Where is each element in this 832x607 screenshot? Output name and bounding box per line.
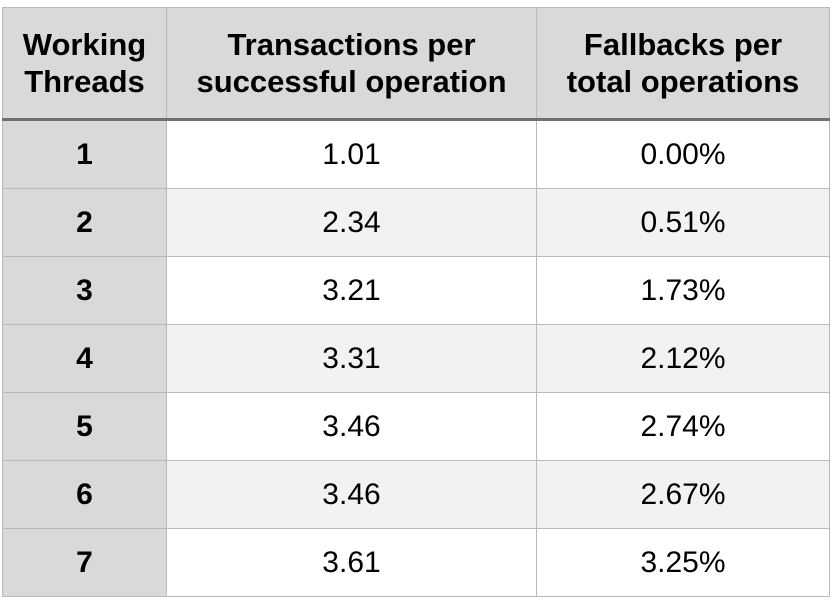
table-row: 5 3.46 2.74% — [2, 392, 830, 461]
column-header-working-threads: Working Threads — [2, 7, 167, 121]
table-row: 1 1.01 0.00% — [2, 119, 830, 189]
fallbacks-cell: 2.74% — [536, 392, 830, 461]
column-header-line: Threads — [24, 64, 145, 99]
row-header-cell: 2 — [2, 188, 167, 257]
column-header-fallbacks: Fallbacks per total operations — [536, 7, 830, 121]
transactions-cell: 2.34 — [166, 188, 537, 257]
fallbacks-cell: 0.00% — [536, 119, 830, 189]
fallbacks-cell: 3.25% — [536, 528, 830, 597]
transactions-cell: 3.21 — [166, 256, 537, 325]
table-header: Working Threads Transactions per success… — [2, 7, 830, 121]
table-row: 7 3.61 3.25% — [2, 528, 830, 597]
row-header-cell: 1 — [2, 119, 167, 189]
fallbacks-cell: 2.12% — [536, 324, 830, 393]
row-header-cell: 3 — [2, 256, 167, 325]
data-table: Working Threads Transactions per success… — [2, 7, 830, 597]
transactions-cell: 3.61 — [166, 528, 537, 597]
row-header-cell: 5 — [2, 392, 167, 461]
transactions-cell: 3.31 — [166, 324, 537, 393]
table-body: 1 1.01 0.00% 2 2.34 0.51% 3 3.21 1.73% 4… — [2, 119, 830, 597]
column-header-line: Transactions per — [227, 27, 476, 62]
table-row: 4 3.31 2.12% — [2, 324, 830, 393]
header-row: Working Threads Transactions per success… — [2, 7, 830, 121]
column-header-line: Fallbacks per — [583, 27, 783, 62]
row-header-cell: 6 — [2, 460, 167, 529]
column-header-line: successful operation — [196, 64, 507, 99]
column-header-line: total operations — [566, 64, 800, 99]
table-row: 6 3.46 2.67% — [2, 460, 830, 529]
row-header-cell: 7 — [2, 528, 167, 597]
data-table-frame: Working Threads Transactions per success… — [2, 7, 830, 599]
transactions-cell: 3.46 — [166, 460, 537, 529]
transactions-cell: 3.46 — [166, 392, 537, 461]
row-header-cell: 4 — [2, 324, 167, 393]
table-row: 2 2.34 0.51% — [2, 188, 830, 257]
fallbacks-cell: 1.73% — [536, 256, 830, 325]
fallbacks-cell: 0.51% — [536, 188, 830, 257]
table-row: 3 3.21 1.73% — [2, 256, 830, 325]
transactions-cell: 1.01 — [166, 119, 537, 189]
column-header-line: Working — [22, 27, 147, 62]
column-header-transactions: Transactions per successful operation — [166, 7, 537, 121]
fallbacks-cell: 2.67% — [536, 460, 830, 529]
